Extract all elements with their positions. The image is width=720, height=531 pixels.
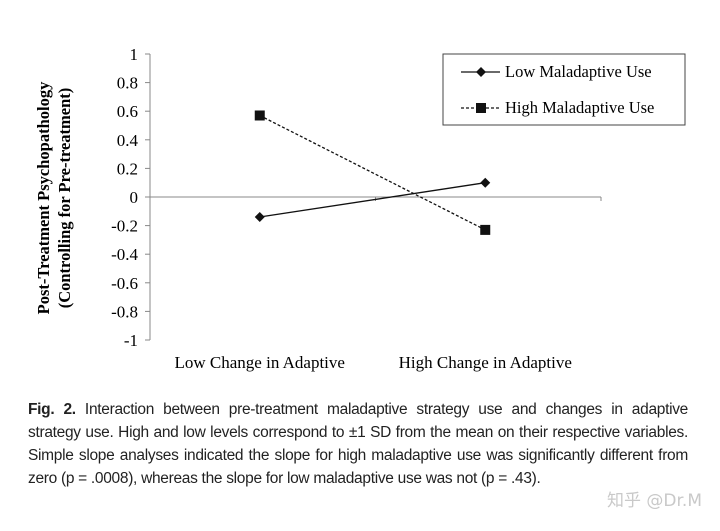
figure-caption: Fig. 2. Interaction between pre-treatmen… (28, 398, 688, 490)
y-tick-label: 0.4 (117, 131, 139, 150)
y-axis-label-line1: Post-Treatment Psychopathology (34, 81, 53, 314)
y-tick-label: -0.6 (111, 274, 138, 293)
legend-label-1: High Maladaptive Use (505, 98, 654, 117)
series-line-1 (259, 114, 486, 231)
x-tick-label: High Change in Adaptive (399, 353, 572, 372)
y-tick-label: -1 (124, 331, 138, 350)
interaction-chart: 1 0.8 0.6 0.4 0.2 0 -0.2 -0.4 -0.6 -0.8 -1 Low Chan… (34, 45, 686, 372)
y-tick-label: 0.6 (117, 102, 138, 121)
y-tick-label: 0 (130, 188, 139, 207)
y-tick-label: 0.8 (117, 74, 138, 93)
caption-text: Interaction between pre-treatment malada… (28, 401, 689, 487)
legend-marker-0 (476, 67, 486, 77)
caption-label: Fig. 2. (28, 401, 76, 418)
legend-marker-1 (476, 103, 486, 113)
watermark: 知乎 @Dr.M (607, 491, 702, 511)
data-point-1-1 (480, 224, 491, 235)
y-tick-label: -0.4 (111, 245, 138, 264)
data-point-0-1 (480, 177, 491, 188)
y-axis-label-line2: (Controlling for Pre-treatment) (55, 88, 74, 309)
series-line-0 (259, 182, 486, 218)
legend-box (442, 53, 686, 126)
data-point-1-0 (254, 110, 265, 121)
y-tick-label: 1 (130, 45, 139, 64)
y-tick-label: -0.8 (111, 302, 138, 321)
x-tick-label: Low Change in Adaptive (175, 353, 345, 372)
y-tick-label: -0.2 (111, 217, 138, 236)
legend-label-0: Low Maladaptive Use (505, 62, 652, 81)
data-point-0-0 (254, 212, 265, 223)
y-tick-label: 0.2 (117, 159, 138, 178)
